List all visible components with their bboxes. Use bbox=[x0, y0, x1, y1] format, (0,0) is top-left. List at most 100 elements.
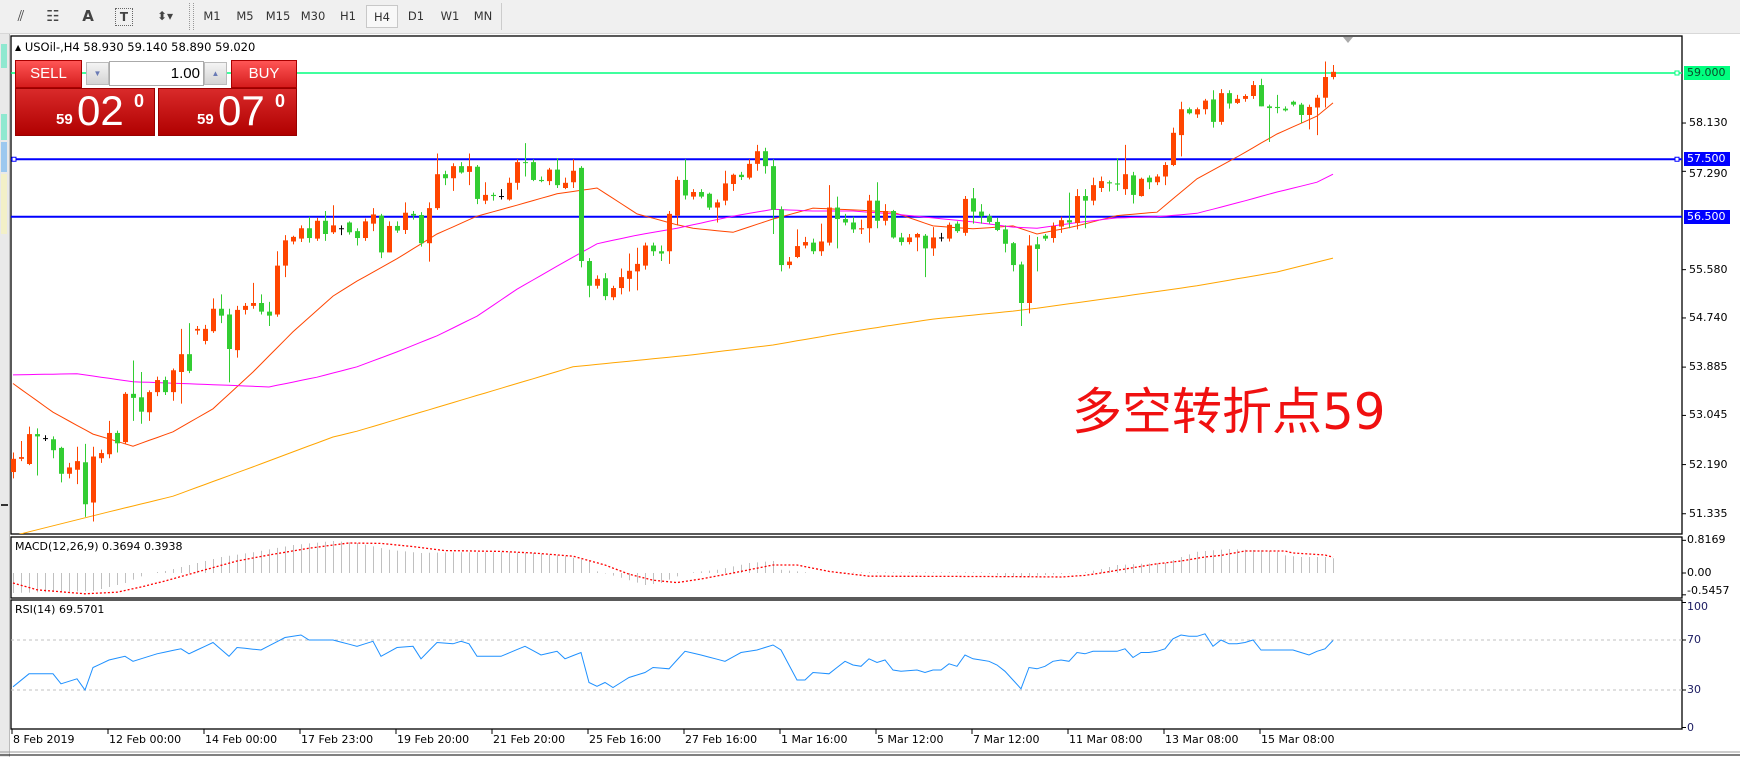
candle[interactable] bbox=[627, 253, 632, 292]
candle[interactable] bbox=[43, 435, 48, 441]
candle[interactable] bbox=[395, 221, 400, 233]
candle[interactable] bbox=[987, 213, 992, 224]
candle[interactable] bbox=[667, 211, 672, 264]
candle[interactable] bbox=[11, 452, 16, 479]
candle[interactable] bbox=[195, 326, 200, 335]
candle[interactable] bbox=[1075, 189, 1080, 230]
candle[interactable] bbox=[75, 446, 80, 485]
candle[interactable] bbox=[507, 177, 512, 201]
candle[interactable] bbox=[1283, 106, 1288, 112]
candle[interactable] bbox=[539, 176, 544, 183]
candle[interactable] bbox=[1155, 174, 1160, 186]
candle[interactable] bbox=[683, 159, 688, 200]
candle[interactable] bbox=[1115, 158, 1120, 191]
timeframe-d1[interactable]: D1 bbox=[407, 9, 425, 23]
candle[interactable] bbox=[187, 323, 192, 374]
fibonacci-lines-icon[interactable]: ☷ bbox=[46, 7, 60, 25]
candle[interactable] bbox=[1259, 78, 1264, 107]
candle[interactable] bbox=[523, 143, 528, 177]
candle[interactable] bbox=[547, 167, 552, 186]
sell-button[interactable]: SELL bbox=[15, 60, 82, 88]
candle[interactable] bbox=[891, 209, 896, 239]
candle[interactable] bbox=[1083, 189, 1088, 229]
candle[interactable] bbox=[963, 196, 968, 236]
line-handle[interactable] bbox=[1674, 70, 1680, 76]
candle[interactable] bbox=[1091, 177, 1096, 206]
candle[interactable] bbox=[171, 368, 176, 401]
candle[interactable] bbox=[955, 221, 960, 233]
candle[interactable] bbox=[91, 446, 96, 522]
candle[interactable] bbox=[147, 390, 152, 421]
candle[interactable] bbox=[1227, 90, 1232, 109]
candle[interactable] bbox=[67, 462, 72, 479]
candle[interactable] bbox=[475, 165, 480, 205]
candle[interactable] bbox=[1019, 261, 1024, 326]
candle[interactable] bbox=[827, 185, 832, 246]
candle[interactable] bbox=[1219, 89, 1224, 125]
candle[interactable] bbox=[363, 218, 368, 241]
candle[interactable] bbox=[851, 216, 856, 233]
buy-price[interactable]: 59 07 0 bbox=[158, 87, 297, 136]
candle[interactable] bbox=[211, 298, 216, 333]
candle[interactable] bbox=[27, 426, 32, 466]
candle[interactable] bbox=[763, 147, 768, 174]
candle[interactable] bbox=[1267, 104, 1272, 142]
candle[interactable] bbox=[1315, 94, 1320, 136]
candle[interactable] bbox=[1139, 177, 1144, 197]
candle[interactable] bbox=[1043, 234, 1048, 241]
candle[interactable] bbox=[347, 221, 352, 235]
candle[interactable] bbox=[899, 232, 904, 246]
candle[interactable] bbox=[1187, 107, 1192, 115]
collapse-triangle-icon[interactable]: ▲ bbox=[15, 43, 22, 52]
candle[interactable] bbox=[419, 212, 424, 247]
candle[interactable] bbox=[403, 202, 408, 234]
volume-decrease-button[interactable]: ▼ bbox=[86, 62, 109, 85]
text-icon[interactable]: A bbox=[82, 7, 94, 25]
candle[interactable] bbox=[707, 192, 712, 210]
candle[interactable] bbox=[875, 182, 880, 229]
candle[interactable] bbox=[51, 436, 56, 459]
candle[interactable] bbox=[1251, 81, 1256, 99]
chart-annotation-text[interactable]: 多空转折点59 bbox=[1072, 383, 1386, 441]
candle[interactable] bbox=[1107, 180, 1112, 192]
candle[interactable] bbox=[411, 211, 416, 220]
candle[interactable] bbox=[611, 285, 616, 301]
candle[interactable] bbox=[555, 158, 560, 188]
candle[interactable] bbox=[451, 163, 456, 191]
timeframe-mn[interactable]: MN bbox=[473, 9, 493, 23]
candle[interactable] bbox=[531, 159, 536, 182]
timeframe-w1[interactable]: W1 bbox=[440, 9, 460, 23]
candle[interactable] bbox=[643, 242, 648, 270]
candle[interactable] bbox=[1051, 222, 1056, 243]
candle[interactable] bbox=[1011, 242, 1016, 272]
candle[interactable] bbox=[515, 159, 520, 190]
candle[interactable] bbox=[387, 221, 392, 253]
candle[interactable] bbox=[1323, 61, 1328, 108]
candle[interactable] bbox=[427, 202, 432, 262]
candle[interactable] bbox=[355, 228, 360, 246]
candle[interactable] bbox=[291, 235, 296, 245]
chart-shift-marker[interactable] bbox=[1343, 37, 1353, 43]
candle[interactable] bbox=[155, 376, 160, 397]
candle[interactable] bbox=[307, 216, 312, 243]
candle[interactable] bbox=[1203, 98, 1208, 115]
candle[interactable] bbox=[115, 430, 120, 453]
candle[interactable] bbox=[59, 446, 64, 483]
candle[interactable] bbox=[659, 245, 664, 262]
candle[interactable] bbox=[379, 213, 384, 259]
candle[interactable] bbox=[299, 225, 304, 243]
candle[interactable] bbox=[843, 213, 848, 226]
candle[interactable] bbox=[163, 376, 168, 395]
candle[interactable] bbox=[691, 189, 696, 200]
candle[interactable] bbox=[803, 236, 808, 249]
candle[interactable] bbox=[339, 225, 344, 236]
candle[interactable] bbox=[203, 324, 208, 345]
timeframe-h1[interactable]: H1 bbox=[340, 9, 356, 23]
candle[interactable] bbox=[1035, 236, 1040, 272]
candle[interactable] bbox=[947, 222, 952, 242]
candle[interactable] bbox=[979, 204, 984, 224]
candle[interactable] bbox=[787, 257, 792, 269]
candle[interactable] bbox=[483, 182, 488, 205]
candle[interactable] bbox=[1123, 144, 1128, 195]
candle[interactable] bbox=[139, 372, 144, 424]
